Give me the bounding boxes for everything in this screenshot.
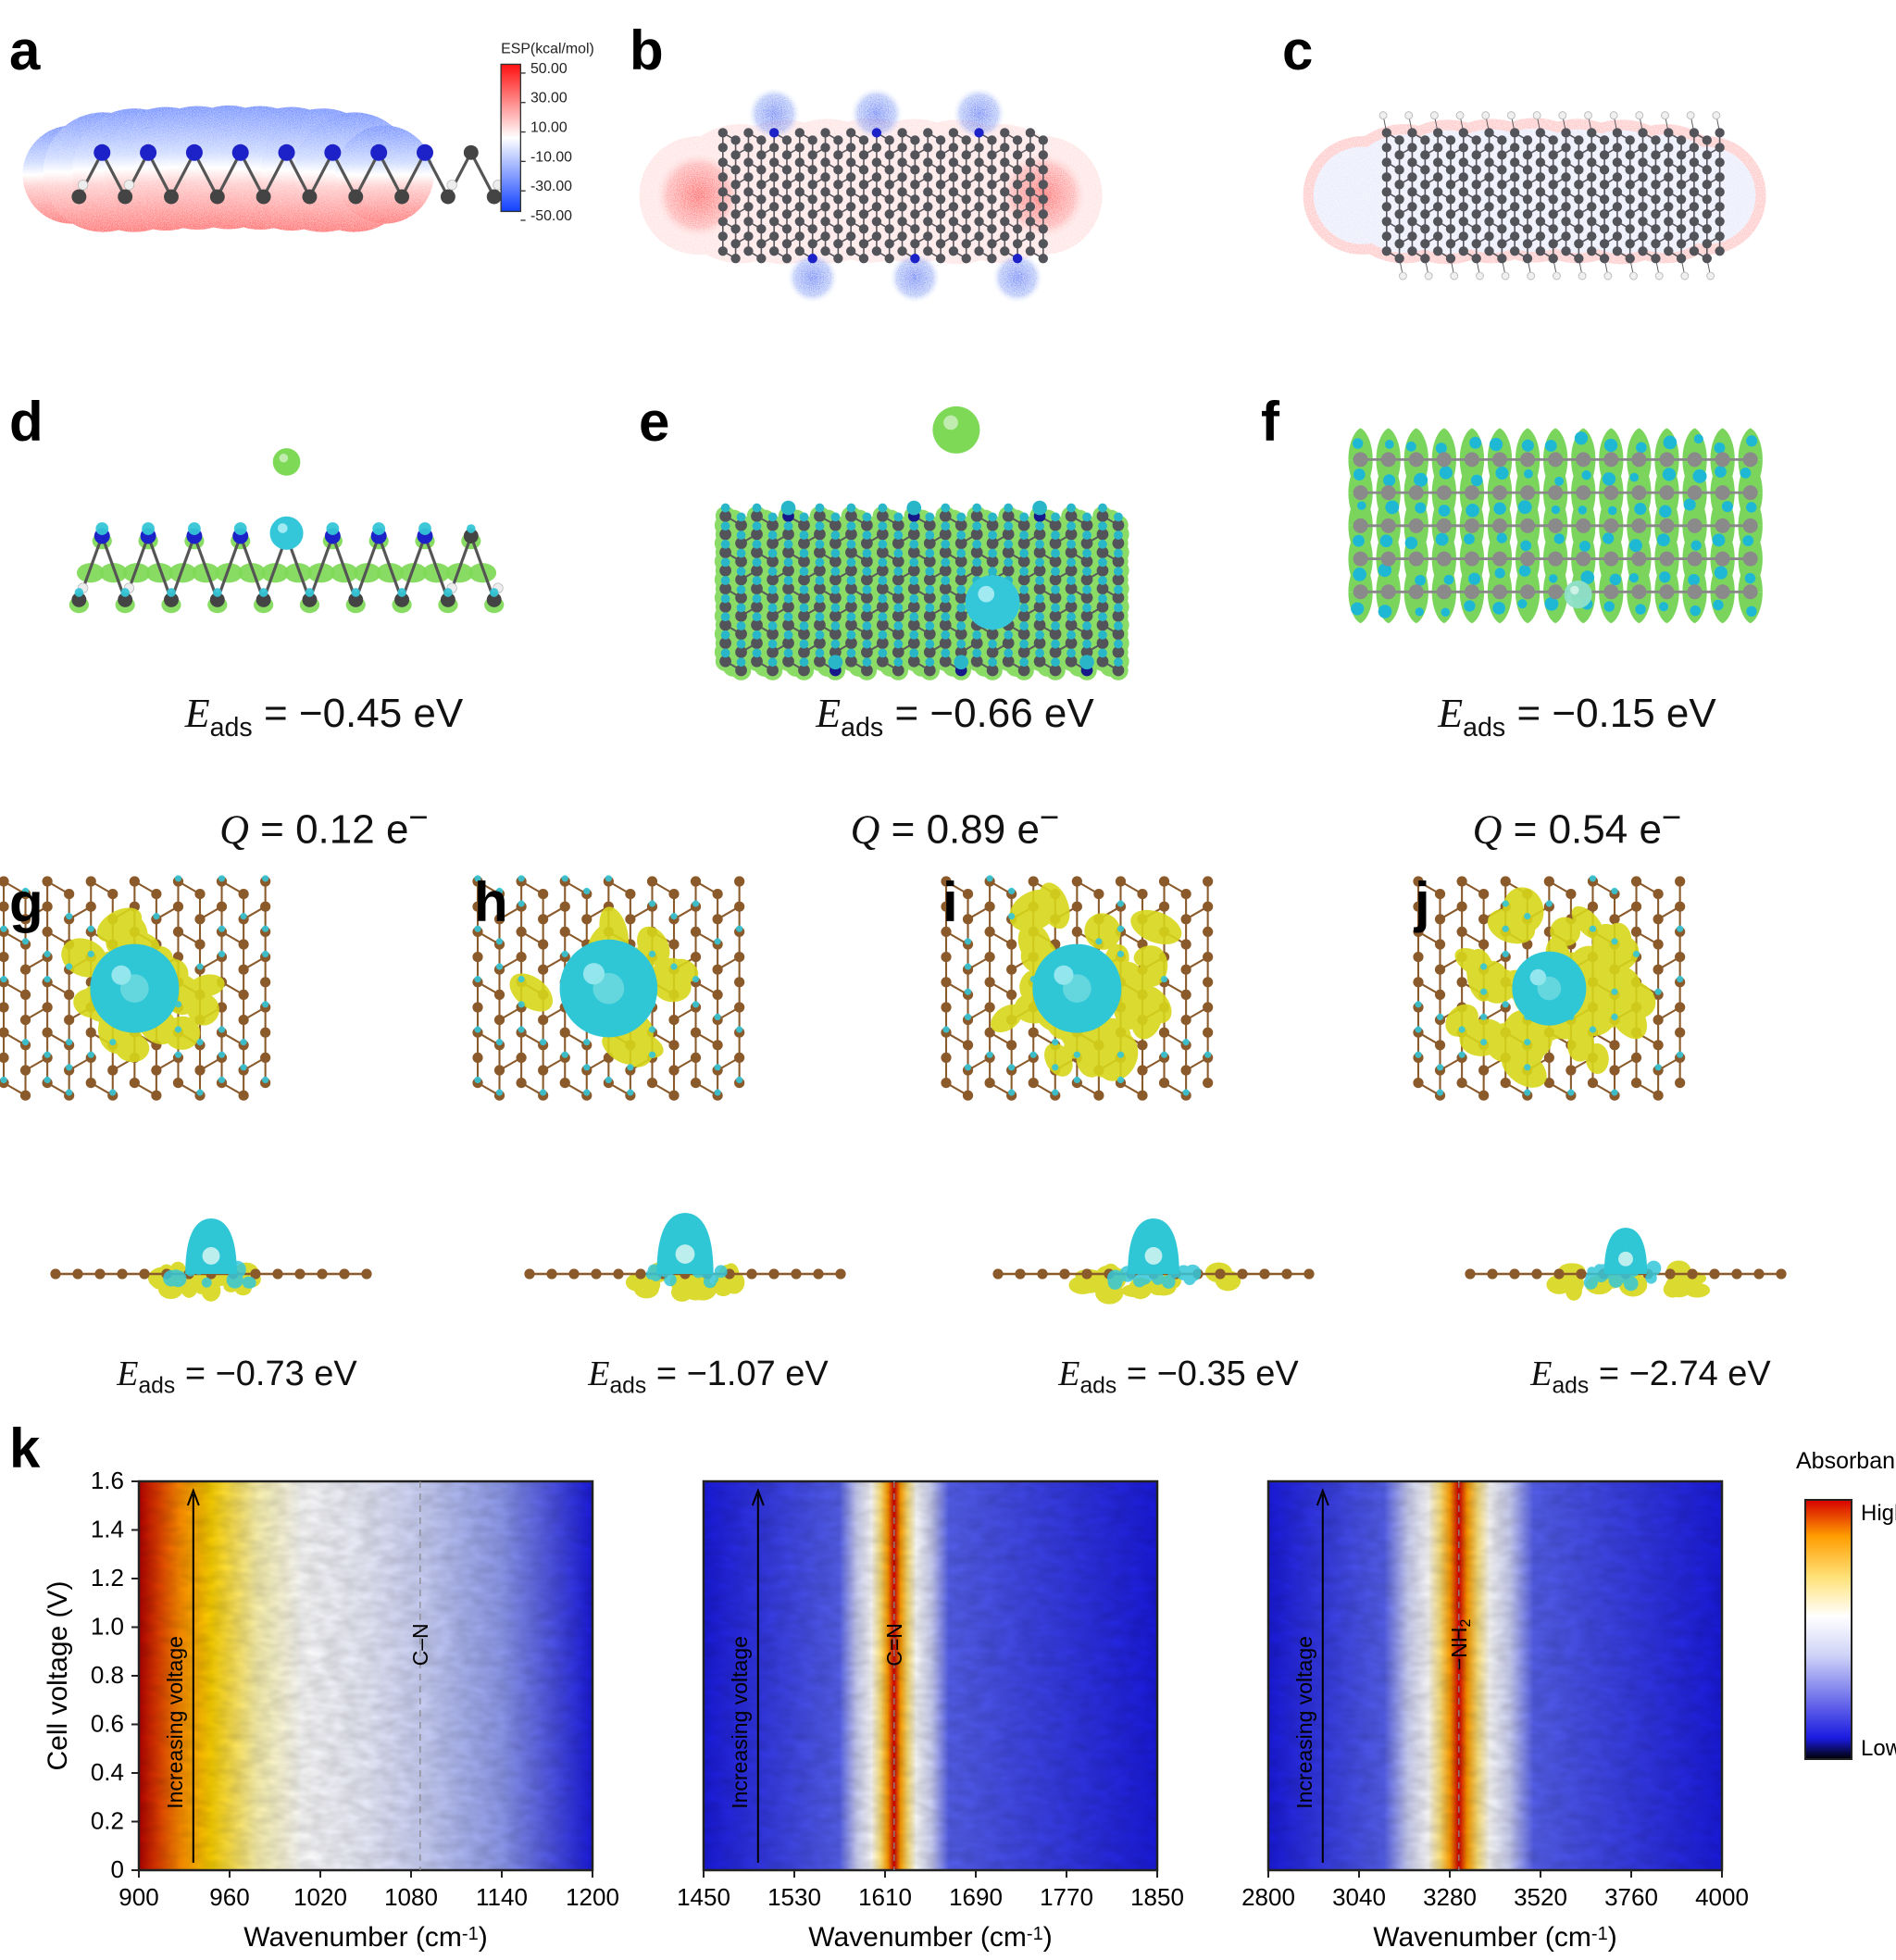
svg-text:4000: 4000: [1695, 1883, 1749, 1911]
svg-text:0.4: 0.4: [91, 1758, 124, 1786]
svg-text:Wavenumber (cm-1): Wavenumber (cm-1): [243, 1922, 487, 1953]
svg-text:1770: 1770: [1040, 1883, 1093, 1911]
svg-text:1.0: 1.0: [91, 1613, 124, 1641]
svg-text:1690: 1690: [949, 1883, 1003, 1911]
svg-text:0.2: 0.2: [91, 1807, 124, 1835]
svg-text:Absorbance: Absorbance: [1796, 1448, 1896, 1474]
svg-text:0.6: 0.6: [91, 1710, 124, 1738]
svg-text:High: High: [1861, 1501, 1896, 1526]
svg-text:Increasing voltage: Increasing voltage: [728, 1636, 752, 1809]
svg-text:C–N: C–N: [408, 1623, 432, 1666]
svg-text:ESP(kcal/mol): ESP(kcal/mol): [501, 42, 594, 57]
svg-text:Wavenumber (cm-1): Wavenumber (cm-1): [808, 1922, 1052, 1953]
svg-text:1.2: 1.2: [91, 1564, 124, 1592]
svg-text:C=N: C=N: [882, 1623, 906, 1667]
svg-text:Wavenumber (cm-1): Wavenumber (cm-1): [1373, 1922, 1616, 1953]
svg-text:960: 960: [209, 1883, 249, 1911]
svg-text:900: 900: [118, 1883, 158, 1911]
svg-text:1.4: 1.4: [91, 1516, 124, 1543]
svg-text:3760: 3760: [1604, 1883, 1658, 1911]
svg-text:50.00: 50.00: [530, 61, 568, 77]
svg-text:10.00: 10.00: [530, 120, 568, 136]
svg-text:1850: 1850: [1130, 1883, 1184, 1911]
svg-text:3040: 3040: [1332, 1883, 1386, 1911]
svg-text:30.00: 30.00: [530, 91, 568, 106]
svg-text:1530: 1530: [767, 1883, 821, 1911]
svg-text:3520: 3520: [1514, 1883, 1567, 1911]
svg-text:1020: 1020: [293, 1883, 347, 1911]
svg-text:1200: 1200: [566, 1883, 619, 1911]
svg-text:3280: 3280: [1423, 1883, 1477, 1911]
svg-text:1610: 1610: [858, 1883, 912, 1911]
svg-text:1080: 1080: [384, 1883, 438, 1911]
svg-text:Cell voltage (V): Cell voltage (V): [43, 1580, 73, 1770]
svg-text:1450: 1450: [677, 1883, 730, 1911]
svg-text:1.6: 1.6: [91, 1467, 124, 1494]
svg-text:2800: 2800: [1241, 1883, 1295, 1911]
svg-text:Increasing voltage: Increasing voltage: [1292, 1636, 1316, 1809]
svg-text:0: 0: [111, 1855, 124, 1883]
svg-text:-30.00: -30.00: [530, 179, 572, 194]
svg-text:Low: Low: [1861, 1736, 1896, 1761]
svg-text:-50.00: -50.00: [530, 208, 572, 224]
svg-text:1140: 1140: [476, 1883, 528, 1911]
svg-text:Increasing voltage: Increasing voltage: [163, 1636, 187, 1809]
svg-text:-10.00: -10.00: [530, 149, 572, 165]
svg-text:0.8: 0.8: [91, 1661, 124, 1689]
